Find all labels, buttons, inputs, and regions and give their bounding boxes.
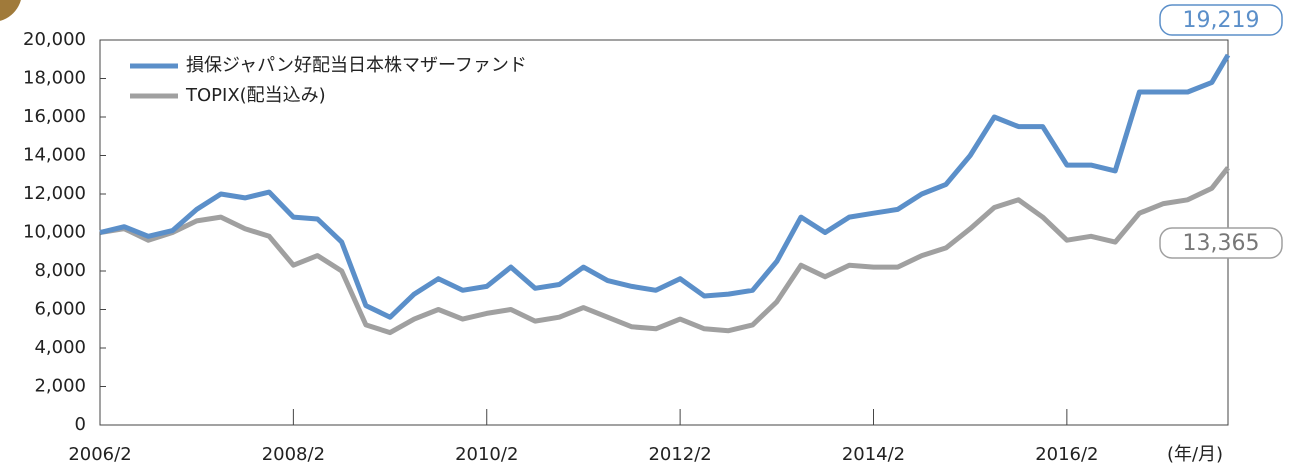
x-tick-label: 2012/2 xyxy=(648,444,711,465)
y-tick-label: 8,000 xyxy=(34,260,86,281)
x-tick-label: 2014/2 xyxy=(842,444,905,465)
y-tick-label: 12,000 xyxy=(23,183,86,204)
corner-decoration xyxy=(0,0,22,22)
value-label: 13,365 xyxy=(1183,231,1260,256)
x-tick-label: 2006/2 xyxy=(68,444,131,465)
y-tick-label: 6,000 xyxy=(34,299,86,320)
value-label: 19,219 xyxy=(1183,8,1260,33)
y-tick-label: 2,000 xyxy=(34,376,86,397)
y-tick-label: 16,000 xyxy=(23,106,86,127)
y-tick-label: 20,000 xyxy=(23,29,86,50)
legend-label: 損保ジャパン好配当日本株マザーファンド xyxy=(186,55,527,76)
y-tick-label: 18,000 xyxy=(23,68,86,89)
x-tick-label: 2008/2 xyxy=(262,444,325,465)
y-tick-label: 10,000 xyxy=(23,222,86,243)
y-tick-label: 0 xyxy=(75,414,86,435)
chart: 0 2,000 4,000 6,000 8,000 10,000 12,000 14,000 1… xyxy=(0,0,1290,467)
x-tick-label: 2010/2 xyxy=(455,444,518,465)
legend-label: TOPIX(配当込み) xyxy=(185,85,326,106)
y-tick-label: 14,000 xyxy=(23,145,86,166)
y-tick-label: 4,000 xyxy=(34,337,86,358)
x-tick-label: 2016/2 xyxy=(1035,444,1098,465)
x-axis-label: (年/月) xyxy=(1167,444,1223,465)
